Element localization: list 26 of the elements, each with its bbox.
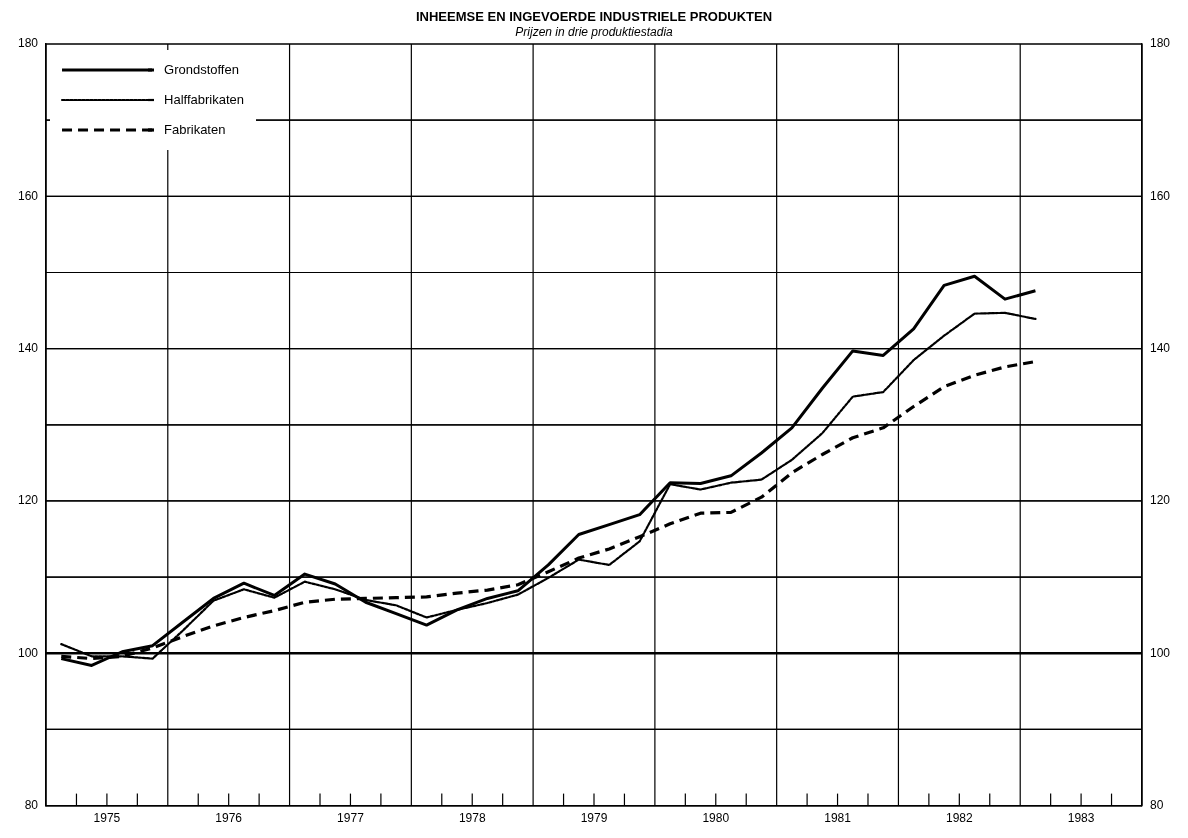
y-tick-label: 100: [17, 645, 39, 660]
legend-label: Halffabrikaten: [164, 91, 245, 107]
x-tick-label: 1980: [702, 811, 730, 826]
chart-subtitle: Prijzen in drie produktiestadia: [515, 25, 674, 40]
y2-tick-label: 160: [1149, 188, 1171, 203]
y2-tick-label: 140: [1149, 340, 1171, 355]
y-tick-label: 180: [17, 36, 39, 51]
y2-tick-label: 180: [1149, 36, 1171, 51]
y-tick-label: 140: [17, 340, 39, 355]
x-tick-label: 1975: [93, 811, 121, 826]
x-tick-label: 1979: [580, 811, 608, 826]
y2-tick-label: 80: [1149, 797, 1164, 812]
x-tick-label: 1983: [1067, 811, 1095, 826]
x-tick-label: 1977: [337, 811, 365, 826]
y-tick-label: 160: [17, 188, 39, 203]
y-tick-label: 120: [17, 493, 39, 508]
legend-label: Fabrikaten: [164, 121, 226, 137]
x-tick-label: 1982: [945, 811, 973, 826]
legend-label: Grondstoffen: [164, 61, 239, 77]
x-tick-label: 1981: [824, 811, 852, 826]
y2-tick-label: 100: [1149, 645, 1171, 660]
x-tick-label: 1976: [215, 811, 243, 826]
x-tick-label: 1978: [458, 811, 486, 826]
chart-title: INHEEMSE EN INGEVOERDE INDUSTRIELE PRODUKTEN: [415, 9, 773, 25]
y2-tick-label: 120: [1149, 493, 1171, 508]
y-tick-label: 80: [24, 797, 39, 812]
